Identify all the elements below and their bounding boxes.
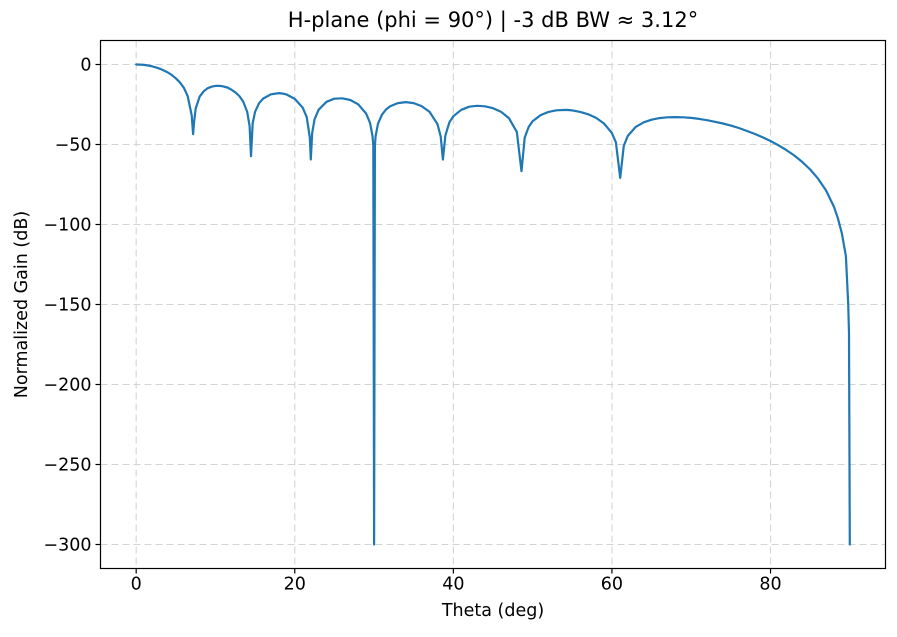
axis-ticks: [95, 63, 772, 574]
x-tick-label: 40: [442, 575, 464, 595]
x-axis-label: Theta (deg): [441, 601, 544, 621]
x-tick-label: 60: [601, 575, 623, 595]
y-axis-label: Normalized Gain (dB): [12, 211, 32, 398]
x-tick-label: 0: [131, 575, 142, 595]
y-tick-label: −200: [43, 376, 91, 396]
y-tick-label: 0: [80, 56, 91, 76]
x-tick-labels: 0 20 40 60 80: [131, 575, 782, 595]
y-tick-label: −100: [43, 216, 91, 236]
plot-area-border: [99, 39, 887, 570]
y-tick-label: −300: [43, 536, 91, 556]
y-tick-label: −150: [43, 296, 91, 316]
y-tick-label: −50: [55, 136, 92, 156]
y-tick-label: −250: [43, 456, 91, 476]
gain-curve: [135, 63, 851, 546]
x-tick-label: 20: [284, 575, 306, 595]
gridlines: [100, 40, 886, 569]
y-tick-labels: 0 −50 −100 −150 −200 −250 −300: [43, 56, 91, 556]
chart-title: H-plane (phi = 90°) | -3 dB BW ≈ 3.12°: [288, 8, 698, 33]
x-tick-label: 80: [759, 575, 781, 595]
